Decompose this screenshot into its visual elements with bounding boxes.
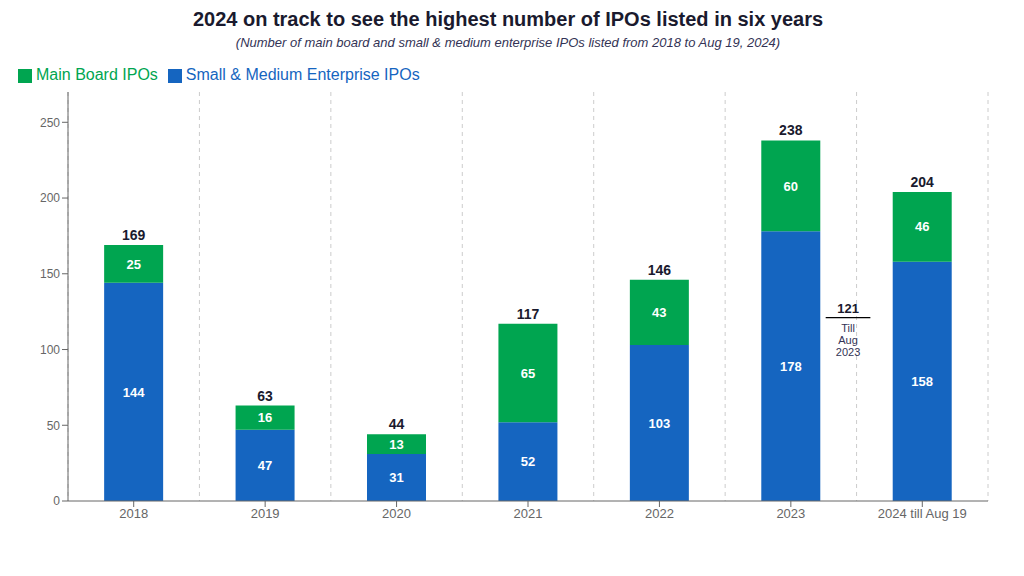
svg-text:2019: 2019 [251,506,280,521]
svg-text:65: 65 [521,366,535,381]
svg-text:44: 44 [389,416,405,432]
svg-text:200: 200 [40,191,60,205]
svg-text:43: 43 [652,305,666,320]
svg-text:144: 144 [123,385,145,400]
svg-text:2021: 2021 [514,506,543,521]
svg-text:46: 46 [915,219,929,234]
svg-text:47: 47 [258,458,272,473]
svg-text:2018: 2018 [119,506,148,521]
svg-text:Till: Till [841,322,855,334]
html-text:Main Board IPOs: Main Board IPOs [36,66,158,83]
svg-text:31: 31 [389,470,403,485]
svg-text:2024 till Aug 19: 2024 till Aug 19 [878,506,967,521]
svg-text:2020: 2020 [382,506,411,521]
svg-text:2023: 2023 [836,346,860,358]
svg-text:25: 25 [126,257,140,272]
svg-text:178: 178 [780,359,802,374]
svg-text:204: 204 [911,174,935,190]
svg-text:169: 169 [122,227,146,243]
svg-text:146: 146 [648,262,672,278]
svg-text:100: 100 [40,343,60,357]
svg-text:103: 103 [649,416,671,431]
svg-text:60: 60 [784,179,798,194]
svg-text:Aug: Aug [838,334,858,346]
svg-text:121: 121 [837,301,859,316]
html-text:(Number of main board and smal: (Number of main board and small & medium… [235,35,781,50]
svg-text:63: 63 [257,388,273,404]
svg-text:250: 250 [40,116,60,130]
svg-text:117: 117 [517,306,540,322]
svg-text:0: 0 [53,494,60,508]
svg-text:238: 238 [779,122,803,138]
html-text:2024 on track to see the highe: 2024 on track to see the highest number … [192,8,824,30]
svg-text:2022: 2022 [645,506,674,521]
svg-text:52: 52 [521,454,535,469]
svg-text:150: 150 [40,267,60,281]
svg-text:16: 16 [258,410,272,425]
svg-text:2023: 2023 [776,506,805,521]
svg-text:50: 50 [47,419,61,433]
html-text:Small & Medium Enterprise IPOs: Small & Medium Enterprise IPOs [185,66,420,83]
svg-text:158: 158 [911,374,933,389]
svg-text:13: 13 [389,437,403,452]
